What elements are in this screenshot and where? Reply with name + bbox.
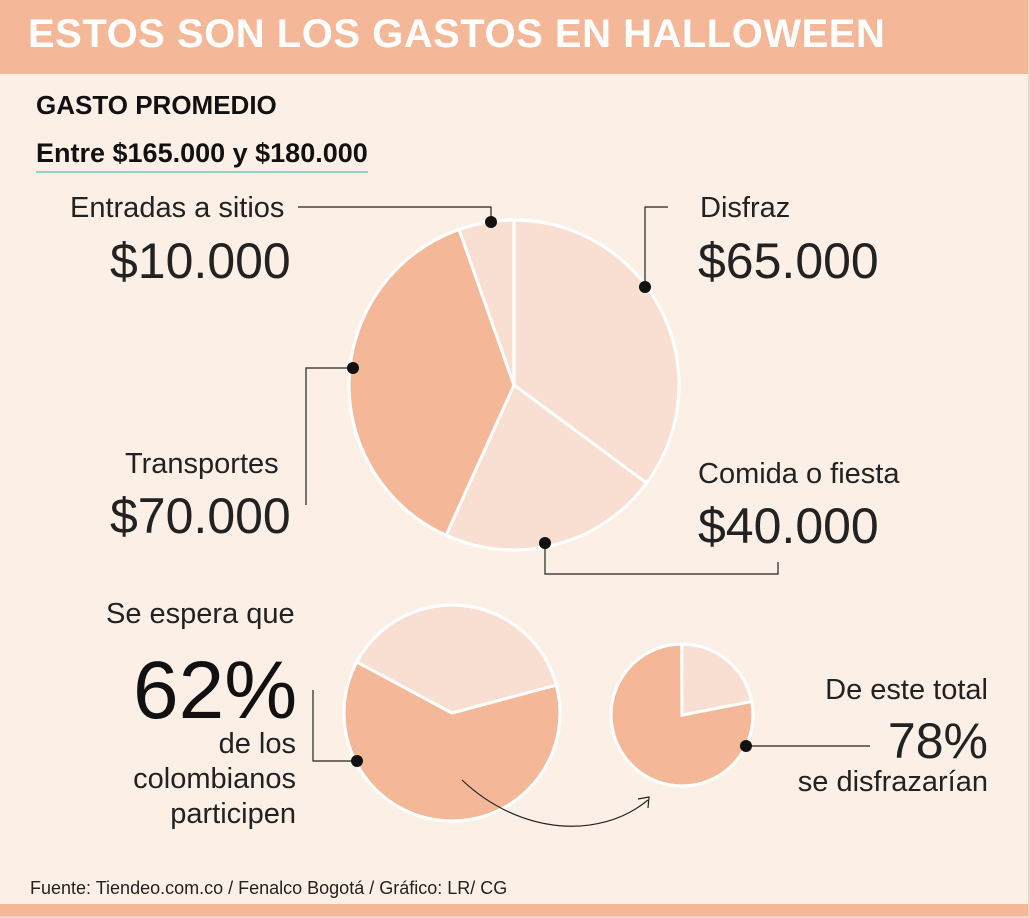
slice-value-transportes: $70.000 [110,488,291,544]
leader-line-entradas [298,206,492,222]
marker-dot [351,755,363,767]
marker-dot [740,740,752,752]
slice-label-disfraz: Disfraz [700,192,791,224]
participation-pie-outline [342,603,562,823]
participation-caption-line: de los [218,728,296,760]
participation-caption-line: colombianos [133,763,296,795]
slice-value-disfraz: $65.000 [698,233,879,289]
costume-pie [609,642,755,788]
average-range: Entre $165.000 y $180.000 [36,138,368,173]
leader-line-comida [544,543,779,575]
slice-value-comida: $40.000 [698,498,879,554]
leader-line-participation [312,690,357,762]
arrow-connector [461,779,649,827]
participation-percent: 62% [133,645,298,736]
leader-line-disfraz [644,206,668,287]
arrow-head [637,796,650,809]
marker-dot [639,281,651,293]
costume-percent: 78% [887,713,988,769]
participation-intro: Se espera que [106,598,295,630]
section-subtitle: GASTO PROMEDIO [36,90,277,120]
spending-pie-outline [347,218,681,552]
spending-pie [347,218,681,552]
slice-value-entradas: $10.000 [110,233,291,289]
leader-line-transportes [305,367,353,505]
marker-dot [539,537,551,549]
costume-pie-outline [609,642,755,788]
participation-pie [342,603,562,823]
marker-dot [485,216,497,228]
participation-caption-line: participen [170,798,296,830]
footer-band [0,904,1028,916]
page-title: ESTOS SON LOS GASTOS EN HALLOWEEN [28,12,886,56]
costume-intro: De este total [825,674,988,706]
slice-label-comida: Comida o fiesta [698,458,900,490]
marker-dot [347,362,359,374]
source-note: Fuente: Tiendeo.com.co / Fenalco Bogotá … [30,878,508,898]
slice-label-transportes: Transportes [125,448,279,480]
costume-caption: se disfrazarían [797,766,988,798]
slice-label-entradas: Entradas a sitios [70,192,285,224]
title-band: ESTOS SON LOS GASTOS EN HALLOWEEN [0,0,1028,74]
